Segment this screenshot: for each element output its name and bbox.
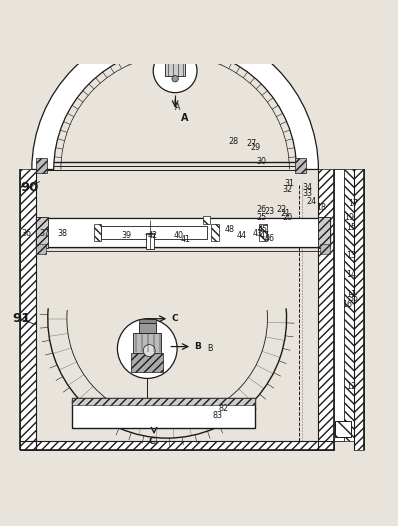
- Text: 21: 21: [281, 209, 291, 218]
- Text: 35: 35: [348, 295, 358, 304]
- Bar: [146, 233, 154, 249]
- Bar: [259, 225, 267, 241]
- Bar: [72, 398, 255, 406]
- Text: 37: 37: [40, 229, 50, 238]
- Text: 22: 22: [277, 205, 287, 214]
- Bar: [131, 352, 163, 372]
- Circle shape: [143, 345, 155, 357]
- Bar: [318, 169, 334, 450]
- Text: 90: 90: [20, 181, 38, 194]
- Text: 15: 15: [346, 222, 356, 231]
- Bar: [334, 169, 344, 440]
- Text: 32: 32: [283, 185, 293, 194]
- Text: 44: 44: [237, 230, 247, 240]
- Text: 38: 38: [58, 229, 68, 238]
- Circle shape: [117, 319, 177, 378]
- Text: A: A: [175, 103, 181, 112]
- Text: C: C: [148, 437, 155, 446]
- Bar: [165, 52, 185, 59]
- Text: 31: 31: [285, 179, 295, 188]
- Bar: [36, 157, 47, 174]
- Text: 42: 42: [147, 230, 157, 240]
- Bar: [335, 421, 351, 437]
- Bar: [72, 398, 255, 428]
- Text: 91: 91: [12, 312, 30, 325]
- Bar: [318, 217, 330, 248]
- Bar: [36, 218, 330, 247]
- Text: 27: 27: [247, 139, 257, 148]
- Text: C: C: [171, 314, 178, 323]
- Circle shape: [172, 76, 178, 82]
- Text: 26: 26: [257, 205, 267, 214]
- Text: 40: 40: [173, 230, 183, 240]
- Bar: [320, 244, 330, 254]
- Bar: [295, 157, 306, 174]
- Text: B: B: [194, 342, 201, 351]
- Text: 46: 46: [265, 234, 275, 243]
- Text: 25: 25: [257, 213, 267, 222]
- Bar: [20, 440, 334, 450]
- Text: 16: 16: [342, 300, 352, 309]
- Bar: [139, 323, 156, 333]
- Text: A: A: [181, 113, 189, 123]
- Circle shape: [153, 49, 197, 93]
- Text: 47: 47: [259, 230, 269, 240]
- Text: B: B: [207, 344, 213, 353]
- Bar: [36, 217, 48, 248]
- Text: 41: 41: [181, 235, 191, 244]
- Text: 83: 83: [213, 410, 223, 420]
- Text: 48: 48: [225, 225, 235, 234]
- Bar: [36, 244, 46, 254]
- Bar: [165, 59, 185, 76]
- Text: 23: 23: [265, 207, 275, 216]
- Text: 43: 43: [253, 229, 263, 238]
- Text: 39: 39: [121, 230, 131, 240]
- Text: 30: 30: [257, 157, 267, 166]
- Wedge shape: [32, 26, 318, 169]
- Text: 19: 19: [344, 213, 354, 222]
- Bar: [211, 225, 219, 241]
- Bar: [354, 169, 364, 450]
- Bar: [94, 225, 101, 241]
- Text: 11: 11: [346, 290, 356, 299]
- Bar: [133, 333, 161, 352]
- Bar: [139, 319, 156, 323]
- Text: 17: 17: [348, 199, 358, 208]
- Text: 33: 33: [302, 189, 312, 198]
- Text: 20: 20: [283, 213, 293, 222]
- Text: 29: 29: [251, 143, 261, 152]
- Text: 13: 13: [346, 250, 356, 259]
- Text: 12: 12: [346, 382, 356, 391]
- Text: 45: 45: [258, 226, 268, 235]
- Text: 82: 82: [219, 404, 229, 413]
- Text: 14: 14: [346, 270, 356, 279]
- Bar: [203, 216, 210, 225]
- Bar: [101, 226, 207, 239]
- Bar: [20, 169, 36, 450]
- Text: 24: 24: [306, 197, 316, 206]
- Bar: [344, 169, 354, 440]
- Text: 36: 36: [22, 229, 32, 238]
- Text: 34: 34: [302, 183, 312, 192]
- Text: 18: 18: [316, 203, 326, 212]
- Text: 28: 28: [229, 137, 239, 146]
